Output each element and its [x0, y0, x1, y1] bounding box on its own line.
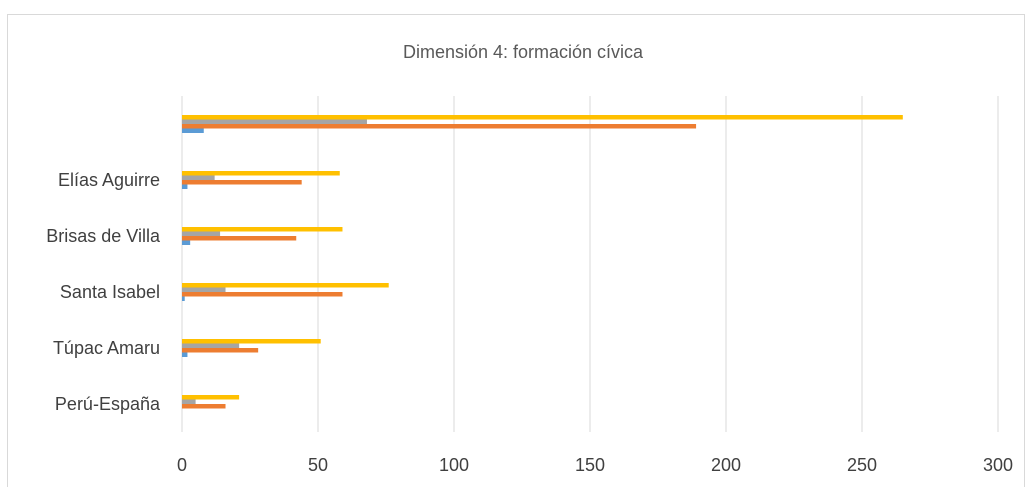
bar-series-3-cat-0 [182, 399, 196, 404]
bar-series-1-cat-3 [182, 240, 191, 245]
x-tick-label: 200 [711, 455, 741, 475]
bar-series-2-cat-3 [182, 236, 297, 241]
x-tick-labels: 0 50 100 150 200 250 300 [177, 455, 1013, 475]
bar-series-1-cat-2 [182, 296, 185, 301]
category-label: Perú-España [55, 394, 161, 414]
bar-series-4-cat-4 [182, 171, 340, 176]
gridlines [181, 96, 999, 432]
bar-series-3-cat-3 [182, 231, 221, 236]
x-tick-label: 300 [983, 455, 1013, 475]
bar-series-2-cat-2 [182, 292, 343, 297]
bar-series-2-cat-5 [182, 124, 697, 129]
bar-series-4-cat-0 [182, 395, 240, 400]
category-label: Brisas de Villa [46, 226, 161, 246]
bar-series-4-cat-2 [182, 283, 389, 288]
bar-series-4-cat-5 [182, 115, 903, 120]
bar-series-2-cat-4 [182, 180, 302, 185]
x-tick-label: 0 [177, 455, 187, 475]
x-tick-label: 100 [439, 455, 469, 475]
category-label: Santa Isabel [60, 282, 160, 302]
x-tick-label: 50 [308, 455, 328, 475]
category-label: Elías Aguirre [58, 170, 160, 190]
bar-series-1-cat-5 [182, 128, 204, 133]
x-tick-label: 150 [575, 455, 605, 475]
bar-series-3-cat-5 [182, 119, 367, 124]
bar-series-2-cat-0 [182, 404, 226, 409]
bar-series-3-cat-1 [182, 343, 240, 348]
bar-series-3-cat-4 [182, 175, 215, 180]
bar-series-1-cat-1 [182, 352, 188, 357]
bars [182, 115, 903, 409]
bar-series-1-cat-4 [182, 184, 188, 189]
bar-series-3-cat-2 [182, 287, 226, 292]
chart-title: Dimensión 4: formación cívica [403, 42, 644, 62]
bar-series-4-cat-3 [182, 227, 343, 232]
bar-series-4-cat-1 [182, 339, 321, 344]
category-labels: Perú-España Túpac Amaru Santa Isabel Brisas… [46, 170, 161, 414]
category-label: Túpac Amaru [53, 338, 160, 358]
bar-series-2-cat-1 [182, 348, 259, 353]
x-tick-label: 250 [847, 455, 877, 475]
chart-frame [7, 14, 1025, 487]
